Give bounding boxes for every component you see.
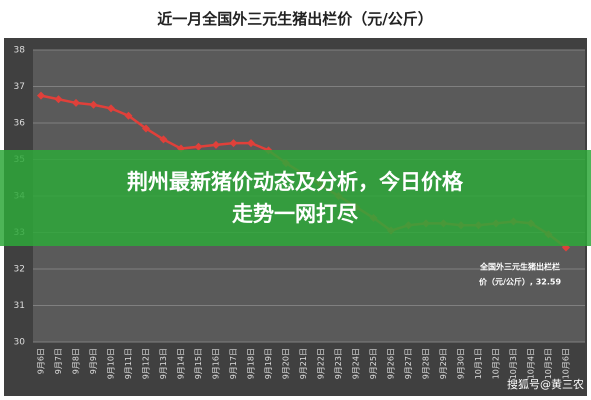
x-tick-label: 9月18日 — [247, 348, 256, 379]
point-marker — [89, 100, 98, 109]
x-tick-label: 9月29日 — [439, 348, 448, 379]
point-marker — [54, 95, 63, 104]
y-tick-label: 32 — [14, 265, 25, 275]
x-tick-label: 9月14日 — [177, 348, 186, 379]
x-tick-label: 9月28日 — [422, 348, 431, 379]
annotation: 价（元/公斤）, 32.59 — [479, 277, 561, 287]
x-tick-label: 9月19日 — [264, 348, 273, 379]
x-tick-label: 9月9日 — [89, 348, 98, 374]
x-tick-label: 9月22日 — [317, 348, 326, 379]
y-tick-label: 37 — [14, 82, 25, 92]
x-tick-label: 10月4日 — [527, 348, 536, 379]
x-tick-label: 9月27日 — [404, 348, 413, 379]
point-marker — [194, 142, 203, 151]
point-marker — [212, 140, 220, 149]
x-tick-label: 9月13日 — [159, 348, 168, 379]
point-marker — [124, 111, 133, 120]
x-tick-label: 9月25日 — [369, 348, 378, 379]
x-tick-label: 10月2日 — [492, 348, 501, 379]
y-tick-label: 38 — [14, 46, 26, 56]
x-tick-label: 9月15日 — [194, 348, 203, 379]
x-tick-label: 9月6日 — [37, 348, 46, 374]
x-tick-label: 9月23日 — [334, 348, 343, 379]
y-tick-label: 36 — [14, 119, 26, 129]
point-marker — [37, 91, 45, 100]
point-marker — [72, 98, 80, 107]
x-tick-label: 9月11日 — [124, 348, 133, 379]
x-tick-label: 9月24日 — [352, 348, 361, 379]
point-marker — [107, 104, 115, 113]
x-tick-label: 9月21日 — [299, 348, 308, 379]
point-marker — [247, 139, 255, 148]
x-tick-label: 9月8日 — [72, 348, 81, 374]
x-tick-label: 9月20日 — [282, 348, 291, 379]
x-tick-label: 9月12日 — [142, 348, 151, 379]
x-tick-label: 10月1日 — [474, 348, 483, 379]
watermark: 搜狐号@黄三农 — [507, 377, 584, 391]
point-marker — [142, 124, 150, 133]
x-tick-label: 9月26日 — [387, 348, 396, 379]
x-tick-label: 10月5日 — [544, 348, 553, 379]
x-tick-label: 9月16日 — [212, 348, 221, 379]
x-tick-label: 9月7日 — [54, 348, 63, 374]
banner-line: 荆州最新猪价动态及分析，今日价格 — [127, 170, 464, 194]
x-tick-label: 9月17日 — [229, 348, 238, 379]
y-tick-label: 30 — [14, 338, 26, 348]
banner — [0, 150, 591, 246]
x-tick-label: 10月6日 — [562, 348, 571, 379]
x-tick-label: 10月3日 — [509, 348, 518, 379]
point-marker — [159, 135, 168, 144]
x-tick-label: 9月10日 — [107, 348, 116, 379]
y-tick-label: 31 — [14, 301, 25, 311]
point-marker — [229, 139, 238, 148]
chart-title: 近一月全国外三元生猪出栏价（元/公斤） — [157, 10, 432, 28]
banner-line: 走势一网打尽 — [232, 202, 359, 226]
x-tick-label: 9月30日 — [457, 348, 466, 379]
annotation: 全国外三元生猪出栏栏 — [479, 262, 560, 272]
